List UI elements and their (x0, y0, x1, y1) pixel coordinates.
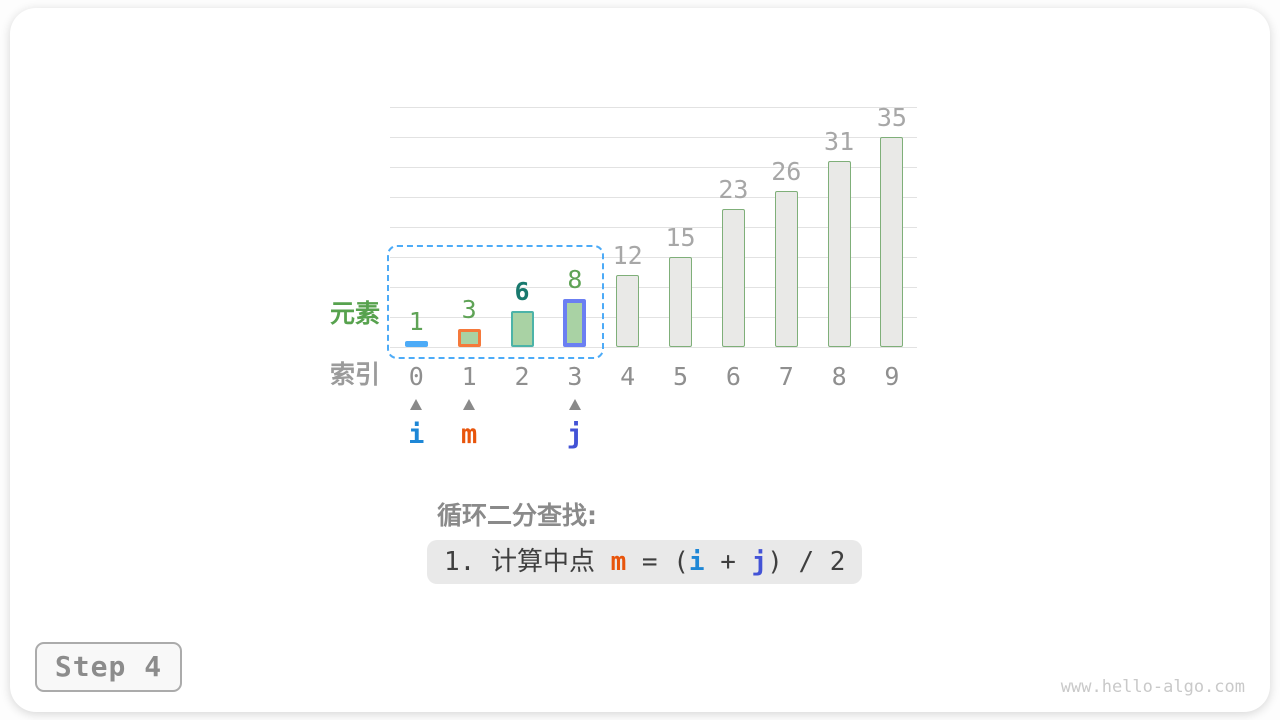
formula-segment: = ( (626, 547, 689, 577)
formula-segment: 1. 计算中点 (444, 547, 611, 577)
formula-segment: m (610, 547, 627, 577)
index-label-6: 6 (725, 362, 741, 391)
bar-value-label: 8 (567, 265, 583, 294)
step-formula: 1. 计算中点 m = (i + j) / 2 (427, 540, 863, 584)
formula-segment: i (688, 547, 705, 577)
formula-segment: + (704, 547, 752, 577)
bar-value-label: 23 (718, 175, 749, 204)
gridline (390, 317, 917, 318)
bar-index-1 (457, 329, 481, 347)
caption-title: 循环二分查找: (437, 501, 597, 530)
step-badge: Step 4 (35, 642, 182, 692)
gridline (390, 167, 917, 168)
pointer-arrow-icon (463, 399, 476, 410)
watermark: www.hello-algo.com (1060, 677, 1245, 697)
index-label-4: 4 (620, 362, 636, 391)
figure-card (10, 8, 1270, 712)
bar-index-7 (774, 191, 798, 347)
formula-segment: j (751, 547, 768, 577)
gridline (390, 287, 917, 288)
index-label-2: 2 (514, 362, 530, 391)
pointer-arrow-icon (568, 399, 581, 410)
gridline (390, 227, 917, 228)
pointer-arrow-icon (410, 399, 423, 410)
index-label-8: 8 (831, 362, 847, 391)
index-label-5: 5 (673, 362, 689, 391)
pointer-label-j: j (566, 419, 583, 450)
gridline (390, 107, 917, 108)
bar-index-4 (616, 275, 640, 347)
gridline (390, 257, 917, 258)
bar-value-label: 15 (665, 223, 696, 252)
formula-segment: ) / 2 (767, 547, 846, 577)
bar-value-label: 12 (612, 241, 643, 270)
bar-value-label: 1 (408, 307, 424, 336)
index-label-1: 1 (461, 362, 477, 391)
gridline (390, 347, 917, 348)
indices-row-label: 索引 (330, 360, 381, 389)
index-label-7: 7 (778, 362, 794, 391)
pointer-label-i: i (408, 419, 425, 450)
index-label-9: 9 (884, 362, 900, 391)
bar-chart: 1 0 3 1 6 2 8 3 12 4 15 5 23 6 26 7 31 8 35 9 i m j (390, 104, 917, 450)
gridline (390, 197, 917, 198)
bar-index-2 (510, 311, 534, 347)
gridline (390, 137, 917, 138)
search-range-box (387, 245, 604, 359)
index-label-3: 3 (567, 362, 583, 391)
bar-index-0 (404, 341, 428, 347)
elements-row-label: 元素 (330, 299, 381, 328)
bar-index-8 (827, 161, 851, 347)
bar-index-5 (669, 257, 693, 347)
bar-index-3 (563, 299, 587, 347)
bar-value-label: 26 (771, 157, 802, 186)
bar-index-6 (721, 209, 745, 347)
bar-index-9 (880, 137, 904, 347)
index-label-0: 0 (408, 362, 424, 391)
bar-value-label: 6 (514, 277, 530, 306)
bar-value-label: 31 (824, 127, 855, 156)
bar-value-label: 35 (876, 103, 907, 132)
pointer-label-m: m (461, 419, 478, 450)
bar-value-label: 3 (461, 295, 477, 324)
